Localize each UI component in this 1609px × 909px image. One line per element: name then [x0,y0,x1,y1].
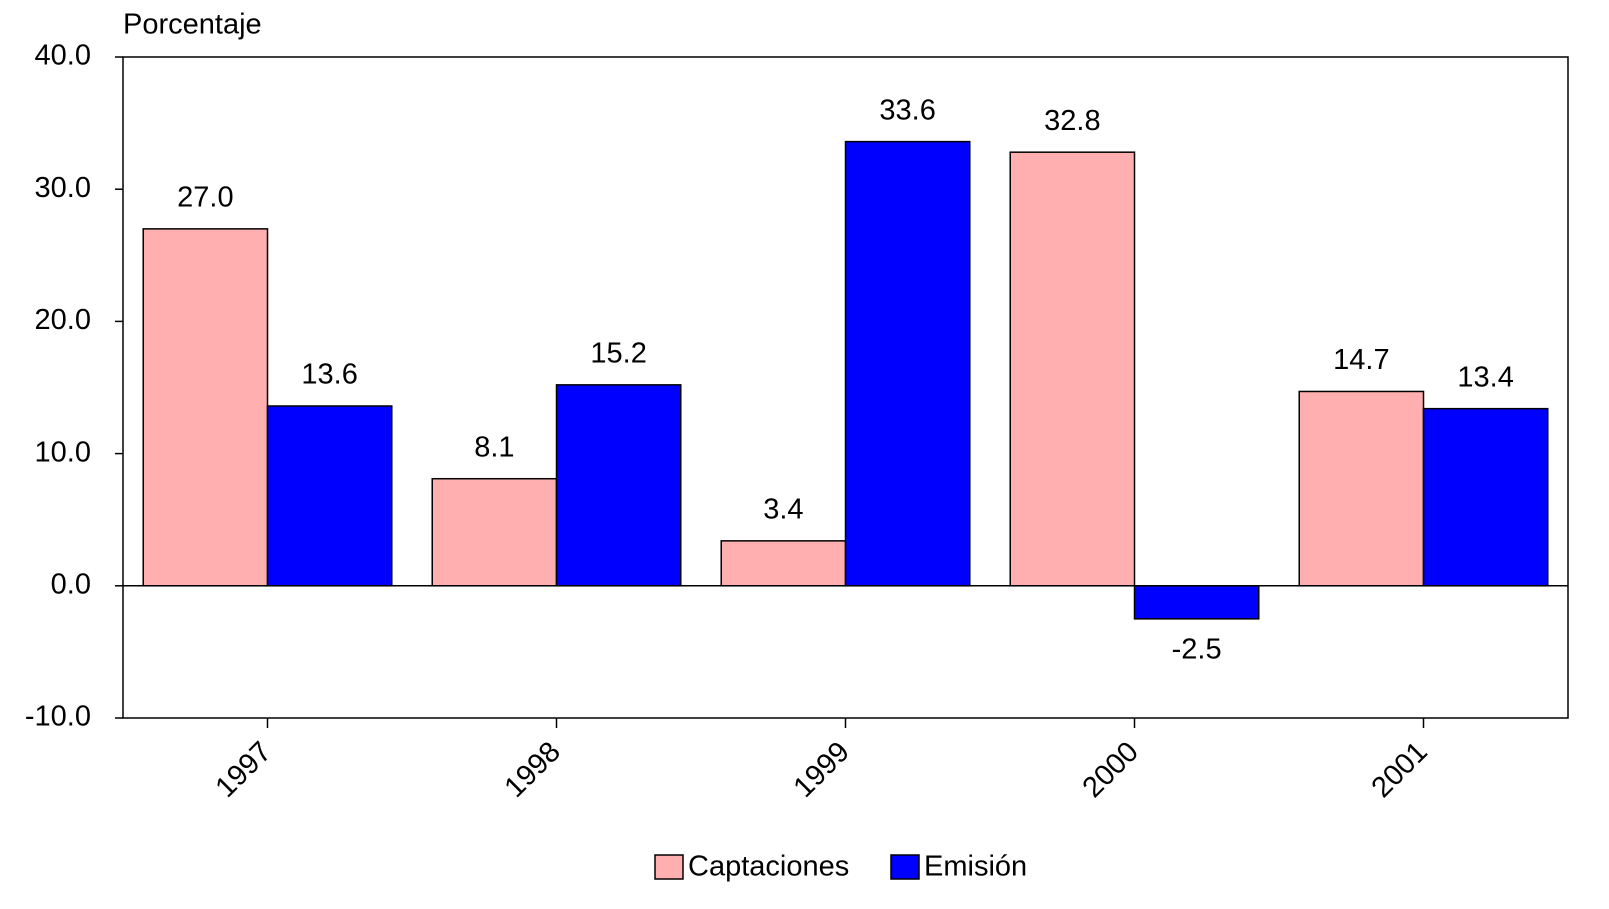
bar [431,477,558,587]
legend-swatch [890,854,920,880]
value-label: 33.6 [879,94,935,126]
bar [720,540,847,587]
y-tick-label: 10.0 [35,436,91,468]
legend-swatch [654,854,684,880]
y-axis-label: Porcentaje [123,9,262,41]
value-label: 8.1 [474,431,514,463]
bar [1009,151,1136,587]
y-tick-label: 40.0 [35,40,91,72]
legend-label: Emisión [924,851,1027,883]
y-tick-label: 30.0 [35,172,91,204]
y-tick-label: 20.0 [35,304,91,336]
x-tick-label: 2000 [1077,736,1145,804]
value-label: 13.4 [1457,361,1513,393]
legend-label: Captaciones [688,851,849,883]
x-tick-label: 1997 [210,736,278,804]
y-tick-label: -10.0 [25,701,91,733]
value-label: 14.7 [1333,344,1389,376]
x-tick-label: 1998 [499,736,567,804]
value-label: 13.6 [301,359,357,391]
bar [1298,390,1425,587]
value-label: 32.8 [1044,105,1100,137]
bar [1133,585,1260,620]
x-tick-label: 1999 [788,736,856,804]
bar [142,228,269,587]
x-tick-label: 2001 [1366,736,1434,804]
bar [555,384,682,587]
value-label: 15.2 [590,338,646,370]
value-label: 27.0 [177,182,233,214]
bar [1422,407,1549,587]
bar [844,140,971,587]
bar [266,405,393,587]
y-tick-label: 0.0 [51,568,91,600]
value-label: -2.5 [1172,634,1222,666]
value-label: 3.4 [763,494,803,526]
